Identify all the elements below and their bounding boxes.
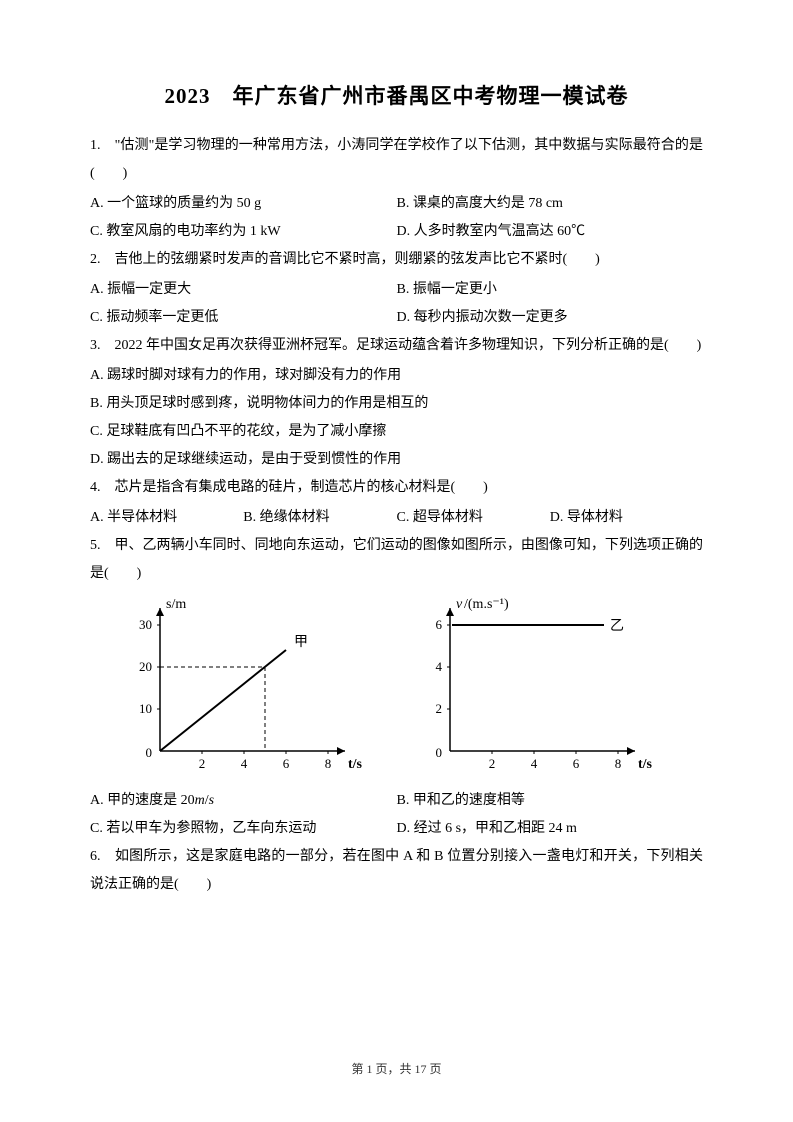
svg-text:6: 6 (573, 756, 580, 771)
chart-2: 2 4 6 0 2 4 6 8 v /(m.s⁻¹) t/s 乙 (410, 596, 660, 781)
svg-text:0: 0 (146, 745, 153, 760)
q3-stem: 3. 2022 年中国女足再次获得亚洲杯冠军。足球运动蕴含着许多物理知识，下列分… (90, 332, 703, 360)
q4-opt-c: C. 超导体材料 (397, 504, 550, 532)
q3-opt-a: A. 踢球时脚对球有力的作用，球对脚没有力的作用 (90, 362, 703, 390)
svg-text:s/m: s/m (166, 597, 186, 612)
q1-opt-a: A. 一个篮球的质量约为 50 g (90, 190, 397, 218)
svg-text:/(m.s⁻¹): /(m.s⁻¹) (464, 597, 509, 612)
q5-options: A. 甲的速度是 20m/s B. 甲和乙的速度相等 C. 若以甲车为参照物，乙… (90, 787, 703, 843)
q4-options: A. 半导体材料 B. 绝缘体材料 C. 超导体材料 D. 导体材料 (90, 504, 703, 532)
q5-opt-a: A. 甲的速度是 20m/s (90, 787, 397, 815)
q2-stem: 2. 吉他上的弦绷紧时发声的音调比它不紧时高，则绷紧的弦发声比它不紧时( ) (90, 246, 703, 274)
svg-text:4: 4 (531, 756, 538, 771)
svg-text:4: 4 (241, 756, 248, 771)
q3-opt-b: B. 用头顶足球时感到疼，说明物体间力的作用是相互的 (90, 390, 703, 418)
q4-stem: 4. 芯片是指含有集成电路的硅片，制造芯片的核心材料是( ) (90, 474, 703, 502)
q1-opt-d: D. 人多时教室内气温高达 60℃ (397, 218, 704, 246)
svg-text:30: 30 (139, 617, 152, 632)
q2-opt-a: A. 振幅一定更大 (90, 276, 397, 304)
page-title: 2023 年广东省广州市番禺区中考物理一模试卷 (90, 80, 703, 110)
chart2-svg: 2 4 6 0 2 4 6 8 v /(m.s⁻¹) t/s 乙 (436, 597, 653, 772)
svg-text:0: 0 (436, 745, 443, 760)
q4-opt-d: D. 导体材料 (550, 504, 703, 532)
svg-text:10: 10 (139, 701, 152, 716)
q3-opt-d: D. 踢出去的足球继续运动，是由于受到惯性的作用 (90, 446, 703, 474)
svg-text:4: 4 (436, 659, 443, 674)
svg-text:t/s: t/s (638, 757, 653, 772)
q1-opt-b: B. 课桌的高度大约是 78 cm (397, 190, 704, 218)
svg-text:2: 2 (489, 756, 496, 771)
page-footer: 第 1 页，共 17 页 (0, 1060, 793, 1077)
q5-stem: 5. 甲、乙两辆小车同时、同地向东运动，它们运动的图像如图所示，由图像可知，下列… (90, 532, 703, 588)
svg-text:6: 6 (283, 756, 290, 771)
svg-text:t/s: t/s (348, 757, 363, 772)
svg-text:8: 8 (615, 756, 622, 771)
q3-options: A. 踢球时脚对球有力的作用，球对脚没有力的作用 B. 用头顶足球时感到疼，说明… (90, 362, 703, 474)
q5-opt-d: D. 经过 6 s，甲和乙相距 24 m (397, 815, 704, 843)
q5-opt-c: C. 若以甲车为参照物，乙车向东运动 (90, 815, 397, 843)
q4-opt-a: A. 半导体材料 (90, 504, 243, 532)
q2-opt-c: C. 振动频率一定更低 (90, 304, 397, 332)
charts-row: 10 20 30 0 2 4 6 8 s/m t/s 甲 (120, 596, 703, 781)
svg-text:甲: 甲 (294, 635, 308, 650)
svg-text:8: 8 (325, 756, 332, 771)
q1-opt-c: C. 教室风扇的电功率约为 1 kW (90, 218, 397, 246)
svg-text:2: 2 (436, 701, 443, 716)
q1-options: A. 一个篮球的质量约为 50 g B. 课桌的高度大约是 78 cm C. 教… (90, 190, 703, 246)
chart1-svg: 10 20 30 0 2 4 6 8 s/m t/s 甲 (139, 597, 363, 772)
q2-opt-b: B. 振幅一定更小 (397, 276, 704, 304)
svg-text:v: v (456, 597, 463, 612)
q1-stem: 1. "估测"是学习物理的一种常用方法，小涛同学在学校作了以下估测，其中数据与实… (90, 132, 703, 188)
q5-opt-b: B. 甲和乙的速度相等 (397, 787, 704, 815)
svg-text:20: 20 (139, 659, 152, 674)
svg-text:2: 2 (199, 756, 206, 771)
q6-stem: 6. 如图所示，这是家庭电路的一部分，若在图中 A 和 B 位置分别接入一盏电灯… (90, 843, 703, 899)
q2-opt-d: D. 每秒内振动次数一定更多 (397, 304, 704, 332)
svg-text:乙: 乙 (610, 618, 624, 634)
chart-1: 10 20 30 0 2 4 6 8 s/m t/s 甲 (120, 596, 370, 781)
svg-text:6: 6 (436, 617, 443, 632)
q2-options: A. 振幅一定更大 B. 振幅一定更小 C. 振动频率一定更低 D. 每秒内振动… (90, 276, 703, 332)
q3-opt-c: C. 足球鞋底有凹凸不平的花纹，是为了减小摩擦 (90, 418, 703, 446)
q4-opt-b: B. 绝缘体材料 (243, 504, 396, 532)
